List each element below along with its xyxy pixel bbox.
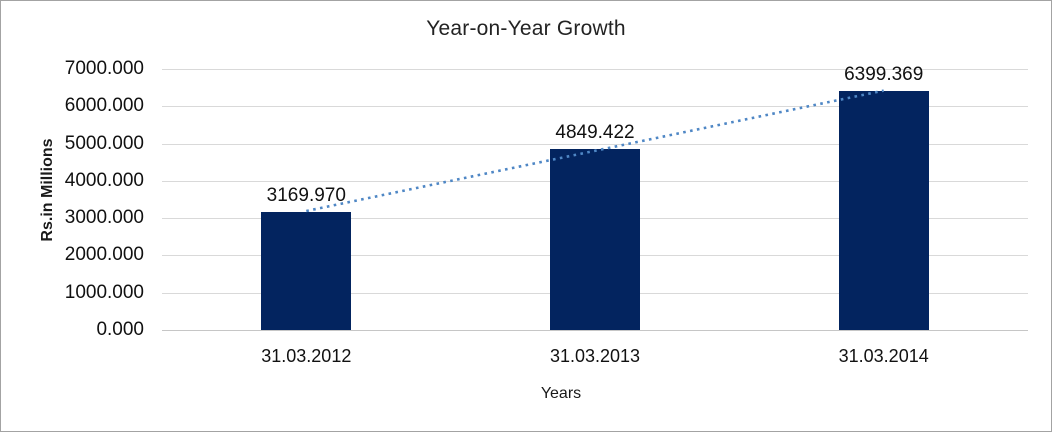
- y-tick-label: 7000.000: [64, 58, 144, 79]
- y-tick-label: 4000.000: [64, 169, 144, 191]
- y-tick-label: 6000.000: [64, 95, 144, 117]
- bar: [261, 211, 352, 330]
- x-category-label: 31.03.2012: [261, 346, 352, 366]
- gridline: [162, 69, 1028, 70]
- x-axis-title: Years: [540, 385, 582, 402]
- x-category-label: 31.03.2014: [838, 346, 929, 366]
- bar: [550, 149, 640, 330]
- y-tick-label: 2000.000: [64, 244, 144, 266]
- bar-data-label: 3169.970: [266, 184, 346, 206]
- bar: [838, 91, 929, 330]
- x-axis-line: [162, 330, 1028, 331]
- chart-title: Year-on-Year Growth: [426, 17, 626, 40]
- x-category-label: 31.03.2013: [549, 346, 641, 366]
- y-tick-label: 1000.000: [64, 281, 144, 303]
- y-tick-label: 5000.000: [64, 132, 144, 154]
- y-tick-label: 0.000: [96, 319, 144, 340]
- bar-data-label: 4849.422: [555, 122, 635, 144]
- y-tick-label: 3000.000: [64, 207, 144, 229]
- bar-data-label: 6399.369: [844, 64, 924, 86]
